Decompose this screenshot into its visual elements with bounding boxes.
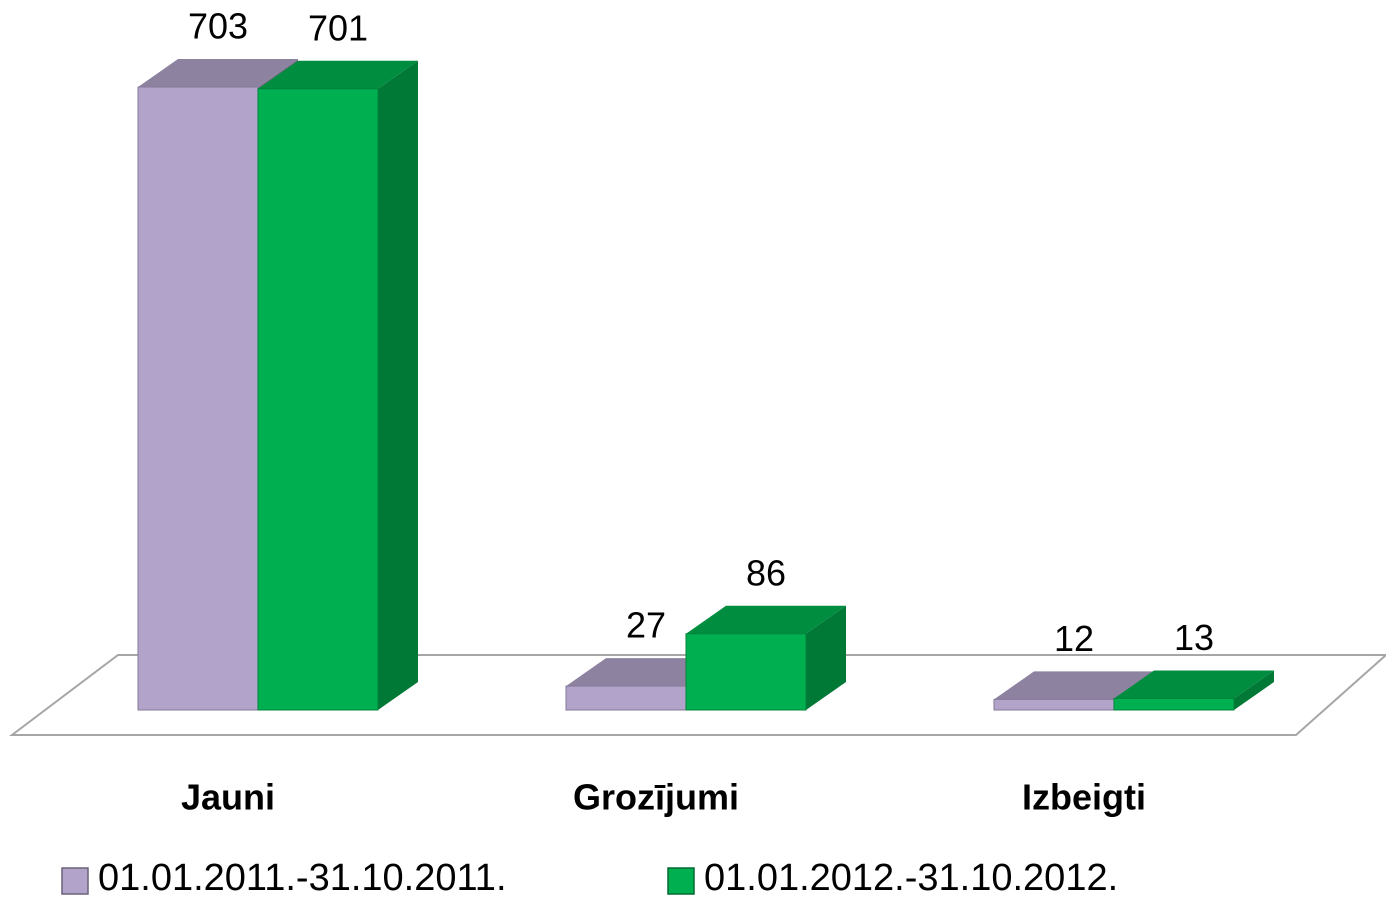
legend-swatch <box>667 867 695 895</box>
bar <box>137 86 259 711</box>
bar <box>993 698 1115 711</box>
bar <box>257 88 379 711</box>
x-tick-label: Grozījumi <box>573 777 739 818</box>
legend-label: 01.01.2012.-31.10.2012. <box>704 857 1118 897</box>
bar-side <box>806 605 846 710</box>
data-label: 701 <box>308 7 368 48</box>
bar-top <box>258 60 418 89</box>
bar-top <box>1114 670 1274 699</box>
bar-side <box>378 60 418 711</box>
data-label: 86 <box>746 552 786 593</box>
bar-top <box>994 671 1154 700</box>
bar-side <box>1234 670 1274 710</box>
bar <box>685 633 807 711</box>
data-label: 703 <box>188 6 248 47</box>
data-label: 12 <box>1054 618 1094 659</box>
bar <box>565 685 687 711</box>
data-label: 27 <box>626 605 666 646</box>
data-label: 13 <box>1174 617 1214 658</box>
legend-swatch <box>61 867 89 895</box>
bar <box>1113 697 1235 711</box>
legend-label: 01.01.2011.-31.10.2011. <box>98 857 507 897</box>
bar-top <box>138 59 298 87</box>
x-tick-label: Izbeigti <box>1022 777 1146 818</box>
x-tick-label: Jauni <box>181 777 275 818</box>
bar-top <box>686 605 846 634</box>
